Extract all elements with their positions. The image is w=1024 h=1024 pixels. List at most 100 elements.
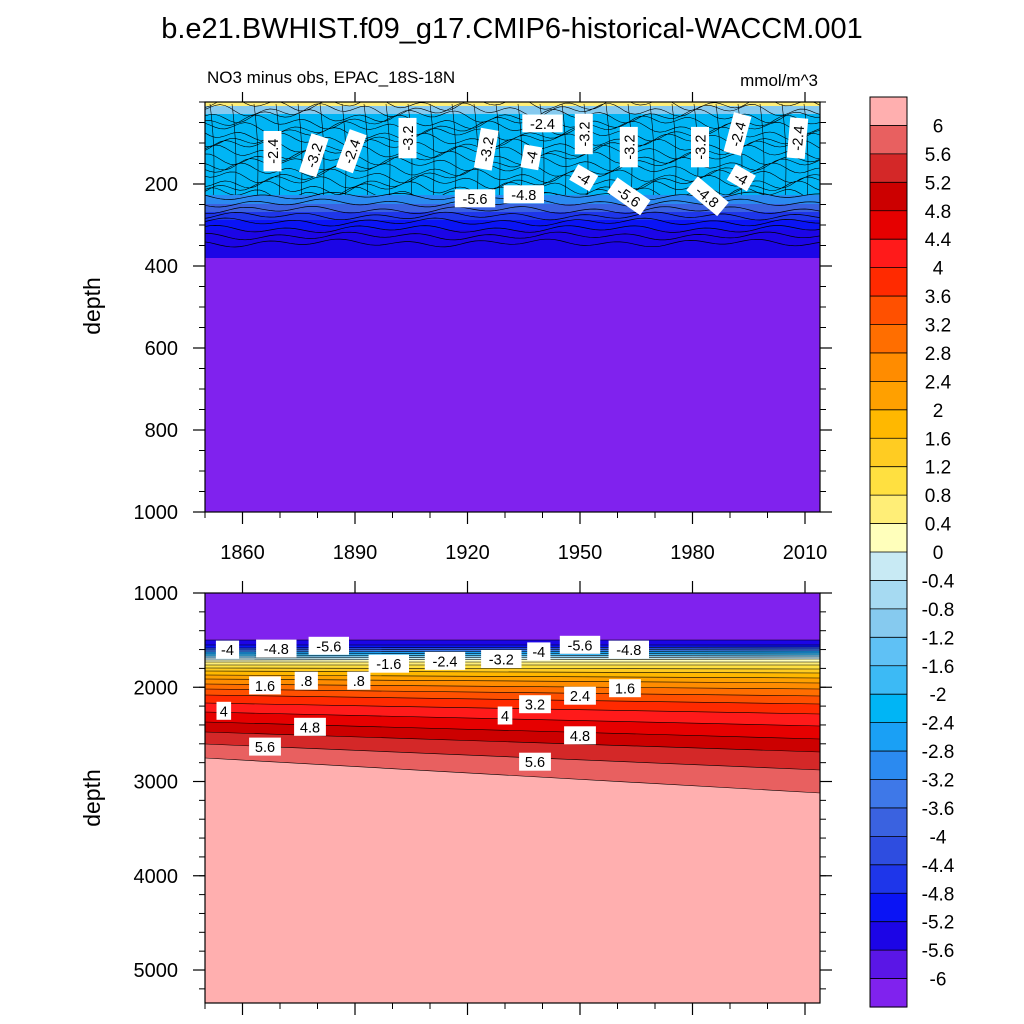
colorbar-label: -2.4 [922, 714, 955, 735]
upper-contour-label: -2.4 [786, 117, 809, 160]
upper-contour-label-box [726, 164, 756, 192]
upper-contour-label-text: -5.6 [463, 192, 488, 208]
colorbar-label: 0 [933, 543, 944, 564]
colorbar-box-19 [870, 637, 907, 667]
colorbar-label: -6 [930, 970, 947, 991]
lower-contour-label-text: .8 [300, 674, 312, 690]
lower-contour-label-text: -4.8 [264, 642, 289, 658]
lower-contour-label-box [215, 640, 240, 659]
lower-contour-label-text: -4.8 [616, 643, 641, 659]
lower-contour-label: .8 [347, 671, 371, 690]
colorbar-label: 5.2 [925, 173, 951, 194]
lower-contour-label-box [256, 639, 297, 658]
lower-ytick-label: 5000 [134, 960, 179, 982]
upper-xtick-label: 2010 [783, 542, 828, 564]
colorbar-box-14 [870, 495, 907, 525]
colorbar-box-17 [870, 580, 907, 610]
lower-contour-label-box [497, 706, 513, 725]
colorbar-box-31 [870, 978, 907, 1008]
upper-contour-label-box [619, 126, 638, 168]
colorbar-box-28 [870, 893, 907, 923]
lower-contour-label: 2.4 [564, 686, 596, 705]
lower-contour-label-text: 1.6 [255, 679, 275, 695]
lower-contour-label: 4.8 [294, 717, 326, 736]
lower-contour-label-text: -5.6 [568, 638, 593, 654]
upper-ytick-label: 800 [145, 420, 178, 442]
upper-ytick-label: 200 [145, 174, 178, 196]
lower-contour-label: -4 [527, 642, 551, 661]
lower-contour-label: 4.8 [564, 726, 596, 745]
lower-contour-label: -3.2 [481, 650, 522, 669]
units-label: mmol/m^3 [740, 71, 818, 90]
upper-contour-label: -3.2 [298, 133, 329, 178]
lower-contour-label-text: -4 [532, 645, 545, 661]
upper-contour-label-text: -4.8 [511, 188, 536, 204]
colorbar-label: -4 [930, 827, 947, 848]
lower-contour-label: 3.2 [519, 695, 551, 714]
colorbar-label: 6 [933, 116, 944, 137]
colorbar-box-27 [870, 864, 907, 894]
colorbar-label: 5.6 [925, 145, 951, 166]
colorbar-label: 1.6 [925, 429, 951, 450]
colorbar-label: -2 [930, 685, 947, 706]
colorbar-box-2 [870, 153, 907, 183]
upper-contour-label-text: -3.2 [304, 141, 327, 170]
upper-ytick-label: 600 [145, 338, 178, 360]
lower-contour-label-text: 2.4 [570, 689, 590, 705]
colorbar-box-26 [870, 836, 907, 866]
colorbar-frame [869, 96, 908, 1008]
upper-contour-label: -3.2 [398, 117, 417, 159]
upper-contour-label: -2.4 [522, 114, 563, 133]
colorbar-label: 1.2 [925, 458, 951, 479]
upper-contour-label-text: -2.4 [530, 117, 555, 133]
lower-contour-label-text: -4 [221, 643, 234, 659]
lower-contour-label-text: 4.8 [300, 720, 320, 736]
lower-contour-label: 1.6 [609, 679, 641, 698]
upper-contour-label-text: -4 [524, 150, 542, 165]
lower-contour-label-text: 5.6 [525, 755, 545, 771]
lower-ytick-label: 3000 [134, 772, 179, 794]
upper-contour-label-text: -2.4 [790, 125, 808, 151]
upper-contour-label-box [569, 164, 599, 192]
lower-ytick-label: 2000 [134, 677, 179, 699]
lower-contour-label-box [609, 679, 641, 698]
colorbar-label: -3.6 [922, 799, 955, 820]
upper-contour-label: -4 [520, 144, 543, 171]
upper-contour-label-box [686, 176, 729, 217]
colorbar-label: 0.8 [925, 486, 951, 507]
upper-contour-label-box [454, 189, 496, 208]
upper-xtick-label: 1890 [333, 542, 378, 564]
main-title: b.e21.BWHIST.f09_g17.CMIP6-historical-WA… [161, 13, 863, 45]
upper-panel: -2.4 -3.2 -2.4 -3.2 -3.2 -2.4 -4 -3.2 -3.2 -3.2 -2… [79, 92, 832, 564]
upper-contour-label: -3.2 [473, 127, 499, 171]
lower-ytick-label: 1000 [134, 583, 179, 605]
upper-contour-label: -4 [726, 164, 756, 192]
lower-contour-label: -5.6 [308, 636, 349, 655]
upper-ylabel: depth [79, 277, 105, 335]
lower-contour-label-text: -5.6 [316, 639, 341, 655]
lower-contour-label: -5.6 [559, 635, 601, 654]
upper-xtick-label: 1980 [670, 542, 715, 564]
upper-xtick-label: 1950 [558, 542, 603, 564]
lower-contour-label-text: -2.4 [433, 654, 458, 670]
lower-contour-label: 4 [216, 701, 232, 720]
colorbar-label: -1.6 [922, 657, 955, 678]
upper-contour-label-box [335, 129, 367, 174]
colorbar-box-18 [870, 608, 907, 638]
colorbar: 6 5.6 5.2 4.8 4.4 4 3.6 3.2 2.8 2.4 2 1.6 1.2 0.8 0.4 0… [869, 96, 955, 1008]
upper-contour-fill [205, 102, 820, 258]
colorbar-label: -0.8 [922, 600, 955, 621]
upper-contour-label: -2.4 [723, 112, 752, 156]
colorbar-box-21 [870, 694, 907, 724]
colorbar-box-13 [870, 466, 907, 496]
upper-contour-label-text: -3.2 [577, 122, 593, 147]
upper-contour-label: -2.4 [263, 130, 282, 172]
lower-contour-label: 4 [497, 706, 513, 725]
upper-contour-label-box [574, 113, 593, 155]
lower-contour-label-box [481, 650, 522, 668]
upper-contour-label-text: -3.2 [694, 135, 710, 160]
colorbar-label: -5.2 [922, 913, 955, 934]
colorbar-label: 2 [933, 401, 944, 422]
lower-contour-label-box [249, 676, 281, 695]
lower-contour-label: .8 [294, 671, 318, 690]
